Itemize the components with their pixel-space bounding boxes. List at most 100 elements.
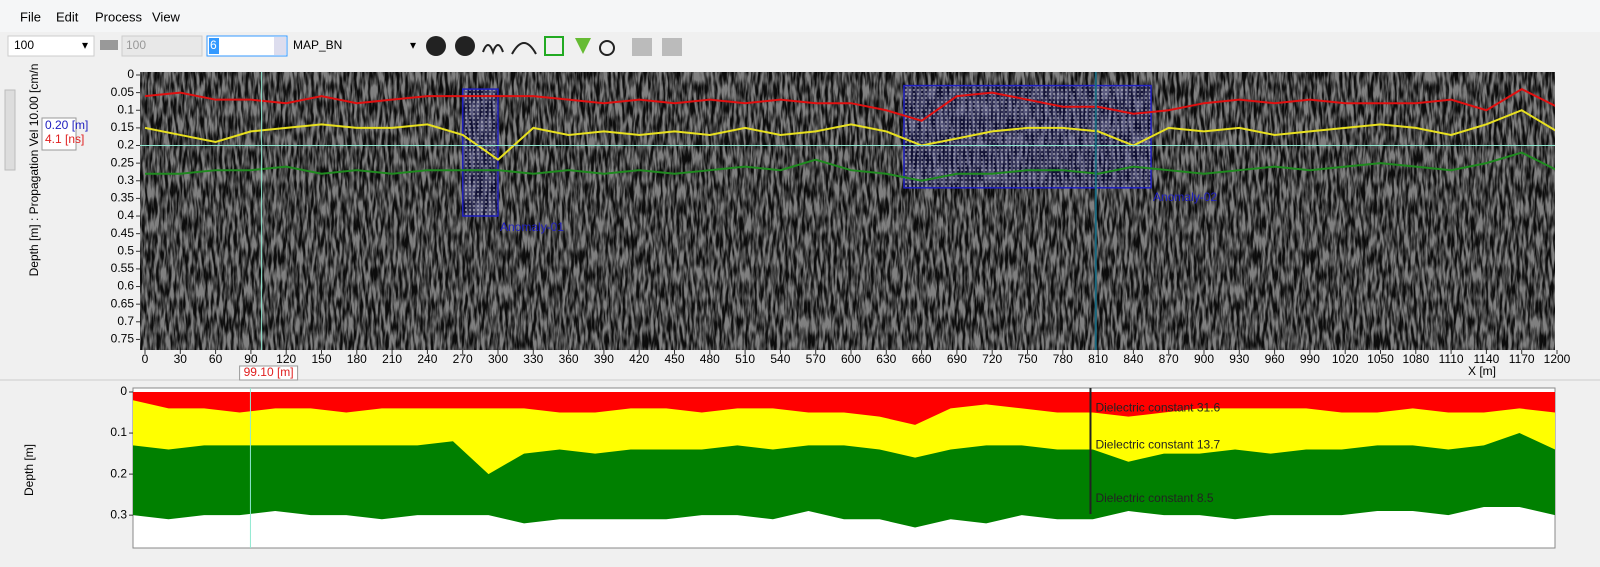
- x-tick-label: 1200: [1544, 352, 1571, 366]
- y-tick-label: 0.25: [111, 155, 135, 169]
- y-tick-label: 0: [127, 67, 134, 81]
- menu-item[interactable]: Process: [95, 9, 142, 24]
- cursor-depth: 0.20 [m]: [45, 118, 88, 132]
- tool-button[interactable]: [544, 36, 564, 56]
- y-tick-label: 0.7: [117, 314, 134, 328]
- x-tick-label: 780: [1053, 352, 1073, 366]
- palette-value: MAP_BN: [293, 38, 342, 52]
- x-tick-label: 990: [1300, 352, 1320, 366]
- toolbar-icons: [426, 36, 682, 56]
- x-tick-label: 900: [1194, 352, 1214, 366]
- layer-area: [133, 392, 1555, 425]
- x-tick-label: 1170: [1509, 352, 1535, 366]
- x-tick-label: 120: [276, 352, 296, 366]
- menu-item[interactable]: File: [20, 9, 41, 24]
- gain-combo[interactable]: [121, 35, 203, 57]
- horizon-line: [144, 87, 1555, 122]
- anomaly-label: Anomaly-01: [500, 220, 564, 234]
- cursor-info-box: [41, 117, 77, 151]
- y-tick-label: 0.1: [117, 102, 134, 116]
- x-tick-label: 90: [244, 352, 258, 366]
- anomaly-box[interactable]: [461, 88, 499, 217]
- x-tick-label: 300: [488, 352, 508, 366]
- menu-bar: [0, 0, 1600, 32]
- gain-value: 100: [126, 38, 146, 52]
- tool-button[interactable]: [575, 38, 591, 54]
- y-axis-label: Depth [m]: [22, 444, 36, 496]
- x-tick-label: 210: [382, 352, 402, 366]
- y-tick-label: 0.75: [111, 332, 135, 346]
- x-tick-label: 480: [700, 352, 720, 366]
- layer-area: [133, 392, 1555, 475]
- y-tick-label: 0.3: [110, 507, 127, 521]
- x-tick-label: 1110: [1439, 352, 1464, 366]
- zoom-combo[interactable]: [7, 35, 95, 57]
- y-axis-label: Depth [m] : Propagation Vel 10.00 [cm/n: [27, 64, 41, 277]
- zoom-value: 100: [14, 38, 34, 52]
- splitter[interactable]: [4, 89, 16, 171]
- x-tick-label: 0: [142, 352, 149, 366]
- x-tick-label: 690: [947, 352, 967, 366]
- y-tick-label: 0.45: [111, 226, 135, 240]
- x-tick-label: 180: [347, 352, 367, 366]
- x-tick-label: 390: [594, 352, 614, 366]
- x-tick-label: 570: [806, 352, 826, 366]
- x-tick-label: 1020: [1332, 352, 1359, 366]
- x-tick-label: 510: [735, 352, 755, 366]
- palette-combo[interactable]: [288, 36, 418, 56]
- x-tick-label: 870: [1159, 352, 1179, 366]
- tool-button[interactable]: [599, 40, 615, 56]
- x-tick-label: 840: [1123, 352, 1143, 366]
- x-tick-label: 270: [453, 352, 473, 366]
- dropdown-arrow: ▾: [410, 38, 416, 52]
- tool-button[interactable]: [662, 38, 682, 56]
- y-tick-label: 0.55: [111, 261, 135, 275]
- tool-button[interactable]: [455, 36, 475, 56]
- x-tick-label: 630: [876, 352, 896, 366]
- radargram-image: [140, 72, 1555, 350]
- horizon-line: [144, 109, 1555, 161]
- menu-item[interactable]: Edit: [56, 9, 79, 24]
- tool-button[interactable]: [426, 36, 446, 56]
- tool-button[interactable]: [632, 38, 652, 56]
- anomaly-label: Anomaly-02: [1153, 190, 1217, 204]
- y-tick-label: 0.2: [117, 138, 134, 152]
- x-tick-label: 1050: [1367, 352, 1394, 366]
- y-tick-label: 0.3: [117, 173, 134, 187]
- field-value: 6: [210, 38, 217, 52]
- layer-label: Dielectric constant 31.6: [1095, 401, 1220, 415]
- layer-label: Dielectric constant 8.5: [1095, 491, 1213, 505]
- y-tick-label: 0.2: [110, 466, 127, 480]
- y-tick-label: 0.4: [117, 208, 134, 222]
- layer-label: Dielectric constant 13.7: [1095, 438, 1220, 452]
- x-tick-label: 1140: [1473, 352, 1499, 366]
- y-tick-label: 0.05: [111, 85, 135, 99]
- y-tick-label: 0.6: [117, 279, 134, 293]
- x-tick-label: 240: [417, 352, 437, 366]
- dropdown-button[interactable]: [274, 37, 286, 55]
- y-tick-label: 0.15: [111, 120, 135, 134]
- x-tick-label: 60: [209, 352, 223, 366]
- link-icon[interactable]: [100, 40, 118, 50]
- y-tick-label: 0.1: [110, 425, 127, 439]
- x-tick-label: 930: [1229, 352, 1249, 366]
- menu-item[interactable]: View: [152, 9, 181, 24]
- x-tick-label: 420: [629, 352, 649, 366]
- x-axis-label: X [m]: [1468, 364, 1496, 378]
- x-tick-label: 540: [770, 352, 790, 366]
- cursor-time: 4.1 [ns]: [45, 132, 84, 146]
- x-tick-label: 600: [841, 352, 861, 366]
- y-tick-label: 0.5: [117, 243, 134, 257]
- tool-button[interactable]: [511, 42, 537, 55]
- y-tick-label: 0: [120, 384, 127, 398]
- selection: [209, 38, 219, 54]
- field-combo[interactable]: [206, 35, 288, 57]
- horizon-line: [145, 151, 1555, 182]
- x-tick-label: 720: [982, 352, 1002, 366]
- x-tick-label: 30: [174, 352, 188, 366]
- dropdown-arrow: ▾: [82, 38, 88, 52]
- cursor-x-label: 99.10 [m]: [244, 365, 294, 379]
- tool-button[interactable]: [482, 44, 504, 55]
